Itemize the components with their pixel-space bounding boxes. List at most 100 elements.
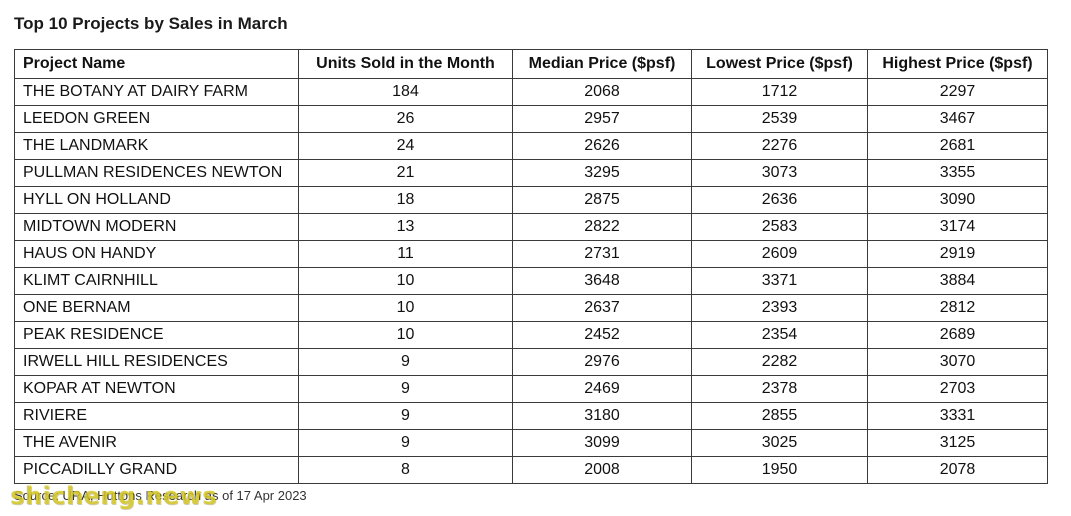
- cell-median-price: 2957: [512, 105, 692, 133]
- cell-median-price: 2068: [512, 78, 692, 106]
- cell-units-sold: 9: [298, 402, 513, 430]
- cell-units-sold: 8: [298, 456, 513, 484]
- cell-highest-price: 3174: [867, 213, 1048, 241]
- cell-project-name: THE BOTANY AT DAIRY FARM: [14, 78, 299, 106]
- cell-highest-price: 2297: [867, 78, 1048, 106]
- cell-median-price: 2976: [512, 348, 692, 376]
- cell-units-sold: 10: [298, 321, 513, 349]
- cell-units-sold: 26: [298, 105, 513, 133]
- cell-lowest-price: 2636: [691, 186, 868, 214]
- cell-median-price: 2875: [512, 186, 692, 214]
- cell-highest-price: 2689: [867, 321, 1048, 349]
- cell-project-name: ONE BERNAM: [14, 294, 299, 322]
- cell-median-price: 2469: [512, 375, 692, 403]
- cell-project-name: LEEDON GREEN: [14, 105, 299, 133]
- header-units-sold: Units Sold in the Month: [298, 49, 513, 79]
- cell-highest-price: 3090: [867, 186, 1048, 214]
- cell-units-sold: 13: [298, 213, 513, 241]
- table-row: PULLMAN RESIDENCES NEWTON 21 3295 3073 3355: [14, 159, 1048, 187]
- header-median-price: Median Price ($psf): [512, 49, 692, 79]
- cell-project-name: PEAK RESIDENCE: [14, 321, 299, 349]
- table-body: THE BOTANY AT DAIRY FARM 184 2068 1712 2297 L…: [14, 78, 1048, 484]
- cell-highest-price: 3125: [867, 429, 1048, 457]
- table-row: HAUS ON HANDY 11 2731 2609 2919: [14, 240, 1048, 268]
- cell-median-price: 2626: [512, 132, 692, 160]
- table-row: PICCADILLY GRAND 8 2008 1950 2078: [14, 456, 1048, 484]
- cell-lowest-price: 2855: [691, 402, 868, 430]
- cell-median-price: 3648: [512, 267, 692, 295]
- cell-units-sold: 10: [298, 267, 513, 295]
- cell-units-sold: 11: [298, 240, 513, 268]
- table-row: KOPAR AT NEWTON 9 2469 2378 2703: [14, 375, 1048, 403]
- cell-project-name: KLIMT CAIRNHILL: [14, 267, 299, 295]
- header-project-name: Project Name: [14, 49, 299, 79]
- table-row: LEEDON GREEN 26 2957 2539 3467: [14, 105, 1048, 133]
- table-row: KLIMT CAIRNHILL 10 3648 3371 3884: [14, 267, 1048, 295]
- cell-median-price: 2008: [512, 456, 692, 484]
- table-row: THE LANDMARK 24 2626 2276 2681: [14, 132, 1048, 160]
- cell-lowest-price: 3025: [691, 429, 868, 457]
- header-highest-price: Highest Price ($psf): [867, 49, 1048, 79]
- cell-lowest-price: 2539: [691, 105, 868, 133]
- cell-lowest-price: 1950: [691, 456, 868, 484]
- cell-highest-price: 3355: [867, 159, 1048, 187]
- table-row: PEAK RESIDENCE 10 2452 2354 2689: [14, 321, 1048, 349]
- cell-highest-price: 2919: [867, 240, 1048, 268]
- cell-lowest-price: 2378: [691, 375, 868, 403]
- table-row: HYLL ON HOLLAND 18 2875 2636 3090: [14, 186, 1048, 214]
- cell-project-name: PULLMAN RESIDENCES NEWTON: [14, 159, 299, 187]
- source-note: Source: URA, Huttons Research as of 17 A…: [14, 488, 307, 503]
- table-row: ONE BERNAM 10 2637 2393 2812: [14, 294, 1048, 322]
- cell-lowest-price: 2583: [691, 213, 868, 241]
- cell-highest-price: 2812: [867, 294, 1048, 322]
- cell-project-name: THE LANDMARK: [14, 132, 299, 160]
- cell-units-sold: 21: [298, 159, 513, 187]
- cell-project-name: HAUS ON HANDY: [14, 240, 299, 268]
- cell-lowest-price: 2282: [691, 348, 868, 376]
- cell-project-name: RIVIERE: [14, 402, 299, 430]
- cell-project-name: KOPAR AT NEWTON: [14, 375, 299, 403]
- cell-lowest-price: 2276: [691, 132, 868, 160]
- cell-project-name: IRWELL HILL RESIDENCES: [14, 348, 299, 376]
- cell-project-name: THE AVENIR: [14, 429, 299, 457]
- table-row: MIDTOWN MODERN 13 2822 2583 3174: [14, 213, 1048, 241]
- cell-median-price: 2637: [512, 294, 692, 322]
- cell-highest-price: 3070: [867, 348, 1048, 376]
- cell-units-sold: 10: [298, 294, 513, 322]
- table-row: THE BOTANY AT DAIRY FARM 184 2068 1712 2297: [14, 78, 1048, 106]
- cell-units-sold: 18: [298, 186, 513, 214]
- cell-units-sold: 184: [298, 78, 513, 106]
- cell-median-price: 2731: [512, 240, 692, 268]
- cell-units-sold: 9: [298, 375, 513, 403]
- cell-units-sold: 9: [298, 429, 513, 457]
- header-lowest-price: Lowest Price ($psf): [691, 49, 868, 79]
- sales-table: Project Name Units Sold in the Month Med…: [14, 49, 1048, 484]
- table-row: IRWELL HILL RESIDENCES 9 2976 2282 3070: [14, 348, 1048, 376]
- cell-median-price: 3295: [512, 159, 692, 187]
- watermark-logo: shicheng.news: [10, 482, 217, 510]
- cell-median-price: 2452: [512, 321, 692, 349]
- cell-median-price: 2822: [512, 213, 692, 241]
- cell-lowest-price: 2609: [691, 240, 868, 268]
- cell-project-name: PICCADILLY GRAND: [14, 456, 299, 484]
- cell-highest-price: 2703: [867, 375, 1048, 403]
- cell-median-price: 3180: [512, 402, 692, 430]
- table-row: THE AVENIR 9 3099 3025 3125: [14, 429, 1048, 457]
- cell-units-sold: 9: [298, 348, 513, 376]
- cell-units-sold: 24: [298, 132, 513, 160]
- cell-lowest-price: 1712: [691, 78, 868, 106]
- cell-lowest-price: 2393: [691, 294, 868, 322]
- table-row: RIVIERE 9 3180 2855 3331: [14, 402, 1048, 430]
- cell-highest-price: 3331: [867, 402, 1048, 430]
- cell-highest-price: 2681: [867, 132, 1048, 160]
- cell-lowest-price: 3073: [691, 159, 868, 187]
- cell-highest-price: 3884: [867, 267, 1048, 295]
- table-title: Top 10 Projects by Sales in March: [14, 14, 288, 33]
- cell-lowest-price: 3371: [691, 267, 868, 295]
- header-row: Project Name Units Sold in the Month Med…: [14, 49, 1048, 79]
- cell-highest-price: 2078: [867, 456, 1048, 484]
- cell-lowest-price: 2354: [691, 321, 868, 349]
- cell-median-price: 3099: [512, 429, 692, 457]
- cell-highest-price: 3467: [867, 105, 1048, 133]
- cell-project-name: MIDTOWN MODERN: [14, 213, 299, 241]
